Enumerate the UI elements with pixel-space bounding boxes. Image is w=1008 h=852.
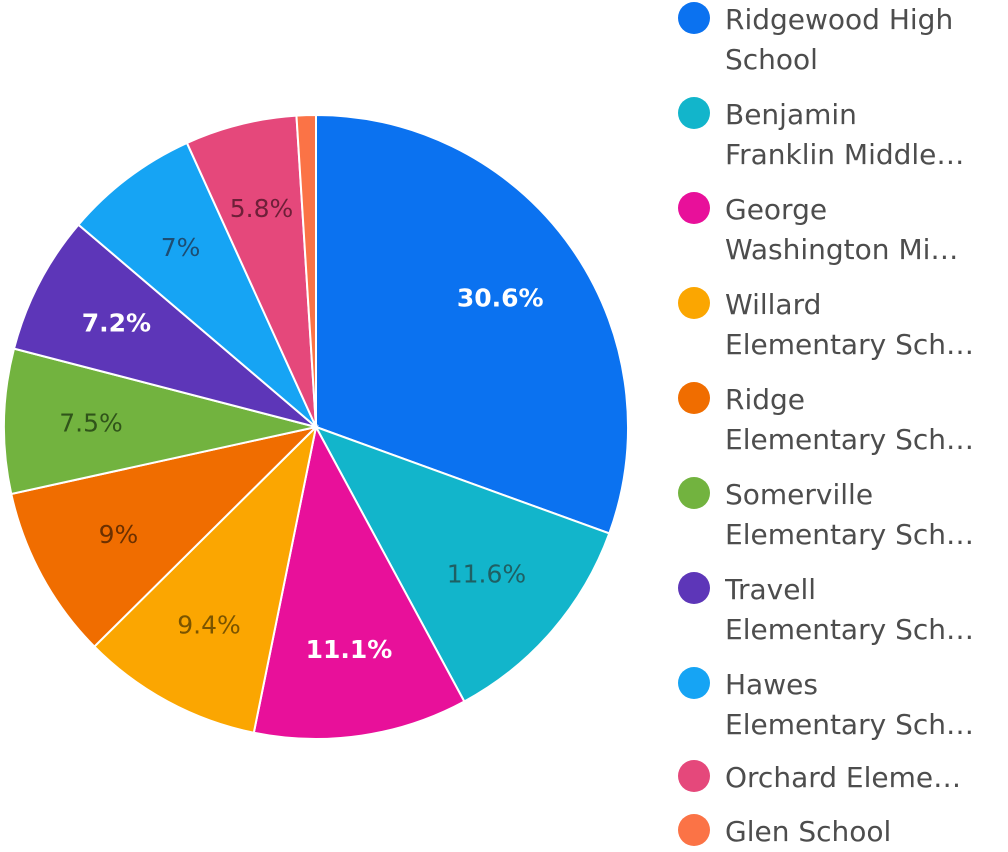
- legend-item-6[interactable]: Travell Elementary Sch…: [678, 570, 1008, 650]
- legend-item-2[interactable]: George Washington Mi…: [678, 190, 1008, 270]
- pie-slice-label-1: 11.6%: [447, 560, 526, 589]
- legend-label-3: Willard Elementary Sch…: [725, 288, 974, 361]
- legend-item-3[interactable]: Willard Elementary Sch…: [678, 285, 1008, 365]
- pie-slice-label-6: 7.2%: [82, 309, 151, 338]
- legend-swatch-4: [678, 382, 710, 414]
- legend-item-5[interactable]: Somerville Elementary Sch…: [678, 475, 1008, 555]
- legend-item-7[interactable]: Hawes Elementary Sch…: [678, 665, 1008, 745]
- legend-label-9: Glen School: [725, 815, 892, 848]
- legend-label-2: George Washington Mi…: [725, 193, 959, 266]
- pie-slice-label-4: 9%: [99, 520, 139, 549]
- pie-slice-4[interactable]: [10, 425, 320, 648]
- pie-slice-2[interactable]: [252, 424, 466, 740]
- legend-item-8[interactable]: Orchard Eleme…: [678, 758, 1008, 798]
- legend-swatch-7: [678, 667, 710, 699]
- legend-swatch-5: [678, 477, 710, 509]
- pie-slice-label-2: 11.1%: [306, 635, 393, 664]
- legend-label-6: Travell Elementary Sch…: [725, 573, 974, 646]
- legend-swatch-3: [678, 287, 710, 319]
- legend-label-8: Orchard Eleme…: [725, 761, 962, 794]
- pie-slice-label-3: 9.4%: [177, 611, 241, 640]
- legend-item-0[interactable]: Ridgewood High School: [678, 0, 1008, 80]
- pie-slice-label-5: 7.5%: [59, 408, 123, 437]
- pie-slice-0[interactable]: [315, 113, 629, 535]
- pie-chart: 30.6% 11.6% 11.1% 9.4% 9% 7.5% 7.2% 7% 5.8%: [3, 113, 629, 740]
- legend-swatch-9: [678, 814, 710, 846]
- legend-label-1: Benjamin Franklin Middle…: [725, 98, 965, 171]
- pie-slice-3[interactable]: [92, 423, 318, 734]
- pie-slice-7[interactable]: [77, 141, 317, 428]
- pie-slice-label-7: 7%: [161, 233, 201, 262]
- pie-slice-1[interactable]: [313, 425, 611, 703]
- legend-item-4[interactable]: Ridge Elementary Sch…: [678, 380, 1008, 460]
- legend-label-4: Ridge Elementary Sch…: [725, 383, 974, 456]
- pie-slices: [3, 113, 629, 740]
- legend-label-7: Hawes Elementary Sch…: [725, 668, 974, 741]
- pie-slice-label-0: 30.6%: [457, 283, 544, 312]
- legend-swatch-0: [678, 2, 710, 34]
- pie-slice-label-8: 5.8%: [230, 194, 294, 223]
- legend-swatch-6: [678, 572, 710, 604]
- legend-item-9[interactable]: Glen School: [678, 812, 1008, 852]
- legend-label-5: Somerville Elementary Sch…: [725, 478, 974, 551]
- legend-label-0: Ridgewood High School: [725, 3, 954, 76]
- pie-slice-6[interactable]: [12, 223, 317, 428]
- legend-item-1[interactable]: Benjamin Franklin Middle…: [678, 95, 1008, 175]
- legend-swatch-1: [678, 97, 710, 129]
- legend-swatch-2: [678, 192, 710, 224]
- pie-slice-labels: 30.6% 11.6% 11.1% 9.4% 9% 7.5% 7.2% 7% 5.8%: [59, 194, 543, 664]
- legend-swatch-8: [678, 760, 710, 792]
- pie-slice-9[interactable]: [295, 113, 317, 428]
- pie-slice-5[interactable]: [3, 347, 317, 496]
